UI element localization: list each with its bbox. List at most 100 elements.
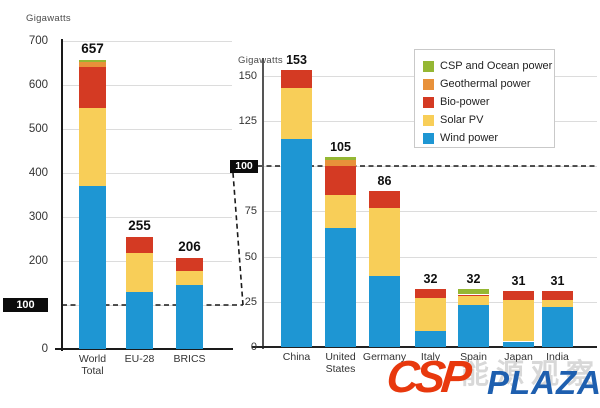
legend-swatch-geothermal-power — [423, 78, 434, 90]
bar-total-label-spain: 32 — [466, 272, 481, 287]
legend-item-wind-power: Wind power — [423, 129, 554, 147]
bar-segment-bio-power-china — [281, 70, 312, 89]
gridline-50 — [263, 256, 597, 258]
bar-segment-solar-pv-italy — [415, 298, 446, 331]
bar-segment-bio-power-india — [542, 290, 573, 300]
bar-segment-csp-and-ocean-power-world-total — [79, 59, 106, 63]
category-label-eu-28: EU-28 — [124, 353, 155, 365]
legend-item-geothermal-power: Geothermal power — [423, 75, 554, 93]
watermark-chinese-text: 能源观察 — [461, 358, 600, 389]
y-tick-label-600: 600 — [28, 79, 48, 91]
category-label-china: China — [282, 351, 311, 363]
y-tick-label-400: 400 — [28, 167, 48, 179]
zoom-connector-dashed-line — [232, 172, 244, 306]
y-tick-label-300: 300 — [28, 211, 48, 223]
gridline-700 — [62, 41, 232, 42]
bar-segment-wind-power-world-total — [79, 186, 106, 349]
legend-swatch-csp-and-ocean-power — [423, 60, 434, 72]
bar-total-label-brics: 206 — [178, 239, 201, 255]
y-axis-line — [61, 39, 63, 351]
bar-total-label-italy: 32 — [423, 272, 438, 287]
bar-segment-bio-power-world-total — [79, 67, 106, 108]
watermark-csp-text: CSP — [384, 351, 471, 402]
bar-total-label-germany: 86 — [377, 174, 392, 189]
legend-label-solar-pv: Solar PV — [440, 114, 484, 126]
bar-segment-bio-power-eu-28 — [126, 236, 153, 254]
legend-swatch-bio-power — [423, 96, 434, 108]
category-label-germany: Germany — [362, 351, 407, 363]
bar-segment-bio-power-japan — [503, 290, 534, 300]
x-axis-line — [55, 348, 233, 350]
bar-segment-solar-pv-world-total — [79, 107, 106, 187]
bar-segment-solar-pv-germany — [369, 207, 400, 277]
y-tick-label-0: 0 — [250, 341, 257, 353]
bar-segment-geothermal-power-united-states — [325, 159, 356, 166]
bar-segment-wind-power-spain — [458, 305, 489, 347]
category-label-brics: BRICS — [173, 353, 206, 365]
bar-segment-solar-pv-spain — [458, 296, 489, 306]
bar-segment-bio-power-brics — [176, 258, 203, 271]
y-tick-label-25: 25 — [244, 295, 257, 308]
bar-segment-wind-power-eu-28 — [126, 291, 153, 349]
category-label-world-total: World Total — [78, 353, 107, 377]
bar-segment-bio-power-germany — [369, 191, 400, 208]
bar-segment-csp-and-ocean-power-united-states — [325, 156, 356, 160]
bar-total-label-world-total: 657 — [81, 40, 104, 56]
legend-label-bio-power: Bio-power — [440, 96, 490, 108]
bar-segment-solar-pv-china — [281, 88, 312, 139]
bar-segment-bio-power-italy — [415, 289, 446, 299]
y-tick-label-500: 500 — [28, 123, 48, 135]
bar-segment-wind-power-china — [281, 138, 312, 347]
y-axis-line — [262, 58, 264, 349]
bar-segment-wind-power-india — [542, 307, 573, 347]
y-tick-label-200: 200 — [28, 255, 48, 267]
category-label-united-states: United States — [325, 351, 356, 375]
bar-segment-solar-pv-united-states — [325, 195, 356, 228]
bar-segment-wind-power-germany — [369, 276, 400, 347]
legend-item-bio-power: Bio-power — [423, 93, 554, 111]
x-axis-line — [252, 346, 597, 348]
bar-segment-bio-power-spain — [458, 294, 489, 297]
right-axis-unit-label: Gigawatts — [238, 55, 283, 66]
left-axis-unit-label: Gigawatts — [26, 13, 71, 24]
legend-swatch-solar-pv — [423, 114, 434, 126]
bar-total-label-india: 31 — [550, 273, 565, 288]
bar-segment-solar-pv-japan — [503, 299, 534, 342]
category-label-italy: Italy — [420, 351, 441, 363]
bar-segment-csp-and-ocean-power-spain — [458, 289, 489, 295]
bar-segment-bio-power-united-states — [325, 166, 356, 195]
bar-segment-wind-power-brics — [176, 284, 203, 349]
watermark-csp-plaza: 能源观察 CSP PLAZA — [383, 351, 600, 406]
bar-total-label-japan: 31 — [511, 273, 526, 288]
bar-segment-wind-power-italy — [415, 330, 446, 347]
legend-label-wind-power: Wind power — [440, 132, 499, 144]
gridline-600 — [62, 85, 232, 86]
bar-total-label-eu-28: 255 — [128, 217, 151, 233]
legend-item-solar-pv: Solar PV — [423, 111, 554, 129]
category-label-india: India — [546, 351, 569, 363]
gridline-75 — [263, 211, 597, 213]
category-label-spain: Spain — [460, 351, 487, 363]
gridline-300 — [62, 217, 232, 218]
legend-label-csp-and-ocean-power: CSP and Ocean power — [440, 60, 553, 72]
bar-segment-wind-power-united-states — [325, 227, 356, 347]
y-tick-label-50: 50 — [244, 250, 257, 263]
bar-segment-solar-pv-eu-28 — [126, 253, 153, 292]
bar-segment-wind-power-japan — [503, 341, 534, 347]
y-tick-label-700: 700 — [28, 35, 48, 47]
watermark-plaza-text: PLAZA — [487, 364, 600, 401]
left-100-highlight-badge: 100 — [3, 298, 48, 312]
gridline-500 — [62, 129, 232, 130]
legend-label-geothermal-power: Geothermal power — [440, 78, 531, 90]
y-tick-label-0: 0 — [41, 343, 48, 355]
legend-swatch-wind-power — [423, 132, 434, 144]
y-tick-label-75: 75 — [244, 205, 257, 218]
legend-item-csp-and-ocean-power: CSP and Ocean power — [423, 57, 554, 75]
gridline-400 — [62, 173, 232, 174]
bar-total-label-china: 153 — [286, 53, 307, 68]
category-label-japan: Japan — [504, 351, 533, 363]
right-100-highlight-badge: 100 — [230, 160, 258, 173]
